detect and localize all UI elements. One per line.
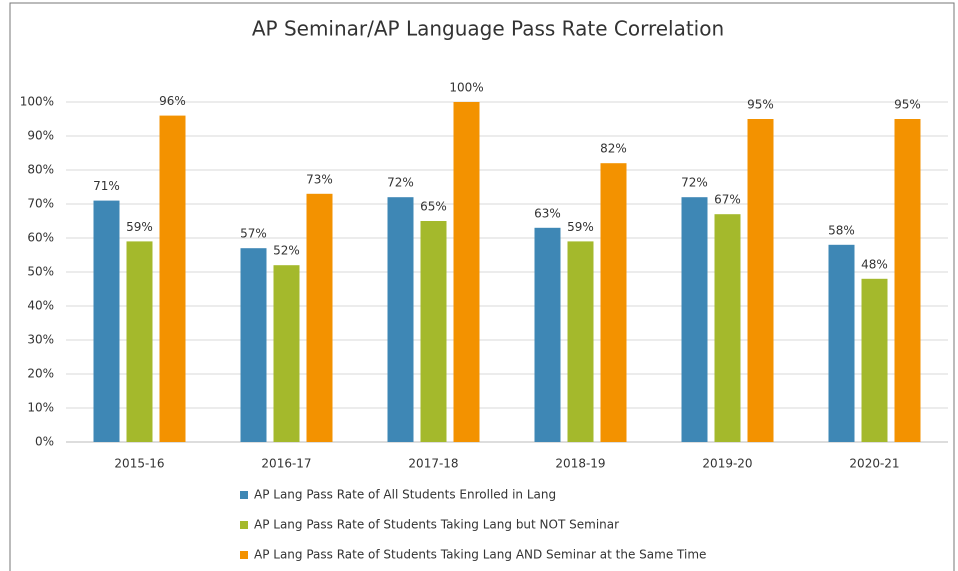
- bar: [159, 115, 186, 442]
- chart-title: AP Seminar/AP Language Pass Rate Correla…: [252, 17, 724, 41]
- data-label: 59%: [567, 220, 594, 234]
- bar: [681, 197, 708, 442]
- x-tick-label: 2020-21: [849, 457, 899, 471]
- data-label: 73%: [306, 172, 333, 186]
- data-label: 65%: [420, 200, 447, 214]
- data-label: 57%: [240, 227, 267, 241]
- y-tick-label: 100%: [20, 95, 54, 109]
- data-label: 95%: [894, 98, 921, 112]
- data-label: 72%: [681, 176, 708, 190]
- y-tick-label: 70%: [27, 197, 54, 211]
- legend-label: AP Lang Pass Rate of Students Taking Lan…: [254, 548, 706, 562]
- data-label: 59%: [126, 220, 153, 234]
- bar: [714, 214, 741, 442]
- y-tick-label: 80%: [27, 163, 54, 177]
- legend-label: AP Lang Pass Rate of All Students Enroll…: [254, 488, 556, 502]
- bar: [306, 193, 333, 442]
- data-label: 58%: [828, 223, 855, 237]
- legend-swatch: [240, 491, 248, 499]
- bar: [240, 248, 267, 442]
- bar: [828, 244, 855, 442]
- bar: [126, 241, 153, 442]
- y-tick-label: 90%: [27, 129, 54, 143]
- data-label: 82%: [600, 142, 627, 156]
- y-tick-label: 30%: [27, 333, 54, 347]
- bar: [453, 102, 480, 442]
- y-tick-label: 40%: [27, 299, 54, 313]
- data-label: 96%: [159, 94, 186, 108]
- bar: [894, 119, 921, 442]
- data-label: 67%: [714, 193, 741, 207]
- chart-border: [9, 2, 955, 571]
- legend-label: AP Lang Pass Rate of Students Taking Lan…: [254, 518, 619, 532]
- data-label: 100%: [449, 81, 483, 95]
- bar: [747, 119, 774, 442]
- x-tick-label: 2016-17: [261, 457, 311, 471]
- x-tick-label: 2018-19: [555, 457, 605, 471]
- bar: [861, 278, 888, 442]
- bar: [534, 227, 561, 442]
- data-label: 48%: [861, 257, 888, 271]
- data-label: 52%: [273, 244, 300, 258]
- bar: [567, 241, 594, 442]
- y-tick-label: 0%: [35, 435, 54, 449]
- x-tick-label: 2019-20: [702, 457, 752, 471]
- bar: [420, 221, 447, 442]
- data-label: 95%: [747, 98, 774, 112]
- bar: [387, 197, 414, 442]
- data-label: 71%: [93, 179, 120, 193]
- data-label: 72%: [387, 176, 414, 190]
- bar: [600, 163, 627, 442]
- y-tick-label: 50%: [27, 265, 54, 279]
- data-label: 63%: [534, 206, 561, 220]
- bar: [93, 200, 120, 442]
- y-tick-label: 20%: [27, 367, 54, 381]
- x-tick-label: 2015-16: [114, 457, 164, 471]
- bar: [273, 265, 300, 442]
- legend-swatch: [240, 551, 248, 559]
- x-tick-label: 2017-18: [408, 457, 458, 471]
- y-tick-label: 10%: [27, 401, 54, 415]
- legend-swatch: [240, 521, 248, 529]
- y-tick-label: 60%: [27, 231, 54, 245]
